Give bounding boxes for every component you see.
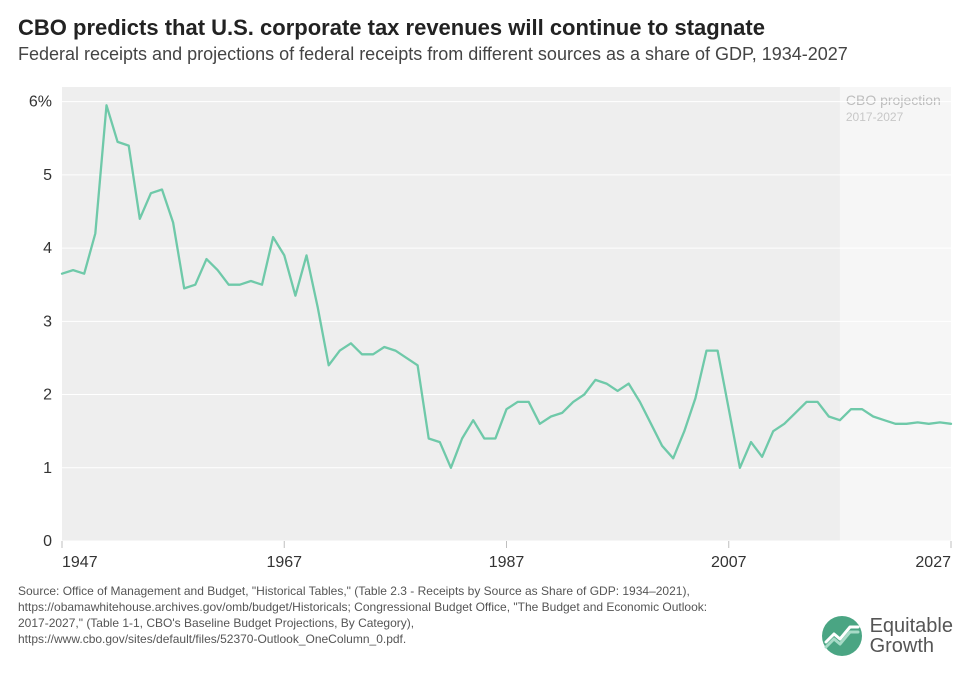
chart-title: CBO predicts that U.S. corporate tax rev… — [18, 14, 957, 42]
y-tick-label: 4 — [43, 240, 52, 257]
projection-label: CBO projection — [846, 92, 941, 108]
logo-line2: Growth — [870, 636, 953, 656]
logo: Equitable Growth — [820, 614, 953, 658]
x-tick-label: 2027 — [915, 554, 951, 571]
y-tick-label: 1 — [43, 459, 52, 476]
line-chart: CBO projection 2017-2027 0 1 2 3 4 5 6% 1947 1967 1… — [18, 83, 957, 573]
source-line: https://obamawhitehouse.archives.gov/omb… — [18, 599, 718, 615]
plot-background — [62, 87, 951, 541]
y-tick-label: 6% — [29, 93, 52, 110]
y-tick-label: 5 — [43, 166, 52, 183]
logo-icon — [820, 614, 864, 658]
chart-area: CBO projection 2017-2027 0 1 2 3 4 5 6% 1947 1967 1… — [18, 83, 957, 573]
y-tick-label: 0 — [43, 533, 52, 550]
source-line: 2017-2027," (Table 1-1, CBO's Baseline B… — [18, 615, 718, 631]
logo-line1: Equitable — [870, 616, 953, 636]
chart-subtitle: Federal receipts and projections of fede… — [18, 44, 957, 65]
x-tick-label: 1987 — [489, 554, 525, 571]
x-tick-label: 2007 — [711, 554, 747, 571]
x-tick-label: 1967 — [266, 554, 302, 571]
y-tick-label: 2 — [43, 386, 52, 403]
source-text: Source: Office of Management and Budget,… — [18, 583, 718, 648]
projection-sublabel: 2017-2027 — [846, 110, 904, 124]
source-line: Source: Office of Management and Budget,… — [18, 583, 718, 599]
projection-band — [840, 87, 951, 541]
logo-text: Equitable Growth — [870, 616, 953, 656]
y-tick-label: 3 — [43, 313, 52, 330]
x-tick-label: 1947 — [62, 554, 98, 571]
source-line: https://www.cbo.gov/sites/default/files/… — [18, 631, 718, 647]
